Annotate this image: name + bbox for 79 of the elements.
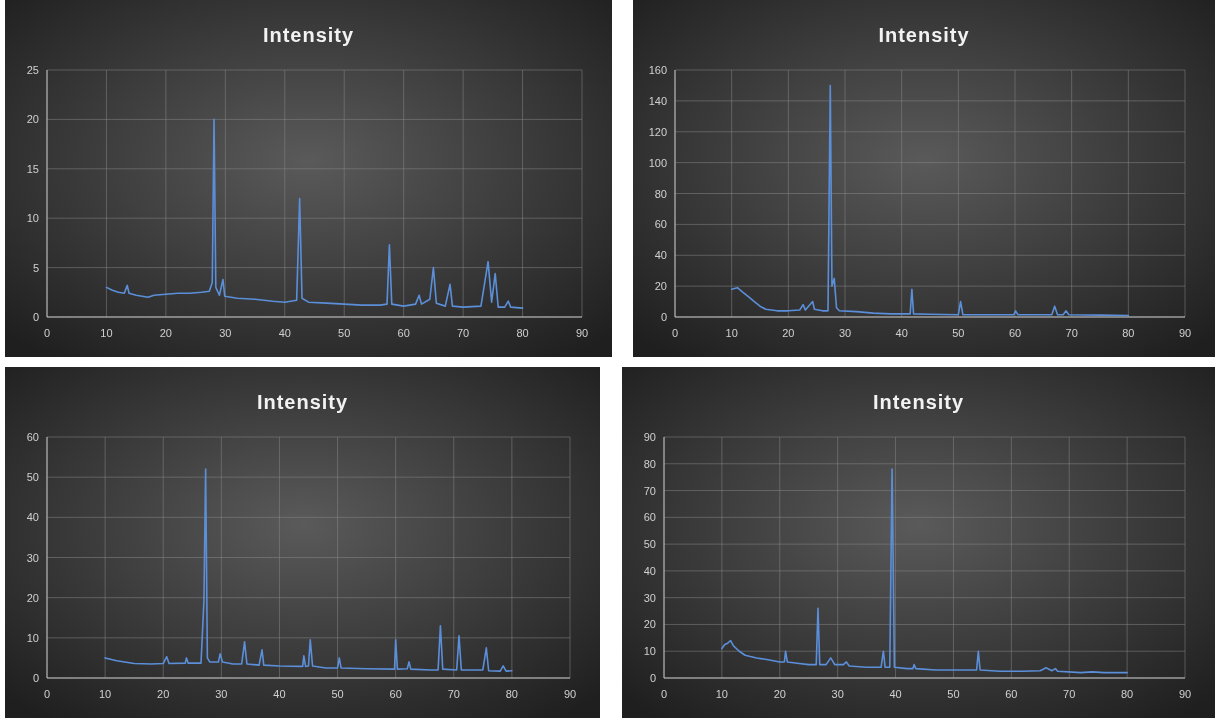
y-tick-label: 20 [26, 113, 39, 126]
y-tick-label: 20 [26, 591, 39, 604]
y-tick-label: 15 [26, 162, 39, 175]
x-tick-label: 0 [671, 327, 679, 339]
x-tick-label: 50 [952, 327, 965, 339]
y-tick-label: 140 [648, 94, 667, 107]
x-tick-label: 20 [157, 688, 170, 700]
chart-title: Intensity [262, 24, 355, 46]
y-tick-label: 0 [660, 311, 667, 323]
y-tick-label: 120 [648, 125, 667, 138]
x-tick-label: 70 [447, 688, 460, 700]
line-series [104, 468, 513, 672]
y-tick-label: 160 [648, 64, 667, 76]
x-tick-label: 30 [838, 327, 852, 339]
x-tick-label: 40 [278, 327, 291, 339]
x-tick-label: 90 [1178, 688, 1192, 700]
x-tick-label: 40 [273, 688, 286, 700]
x-tick-label: 80 [1120, 688, 1134, 700]
x-tick-label: 30 [831, 688, 844, 700]
y-tick-label: 25 [26, 64, 39, 76]
y-tick-label: 10 [26, 631, 39, 644]
y-tick-label: 80 [643, 457, 656, 470]
x-tick-label: 90 [563, 688, 577, 700]
y-tick-label: 40 [654, 249, 667, 262]
x-tick-label: 50 [338, 327, 351, 339]
x-tick-label: 80 [505, 688, 519, 700]
x-tick-label: 40 [889, 688, 902, 700]
y-tick-label: 30 [26, 551, 39, 564]
y-tick-label: 60 [643, 511, 656, 524]
x-tick-label: 10 [725, 327, 738, 339]
y-tick-label: 20 [643, 618, 656, 631]
x-tick-label: 80 [516, 327, 529, 339]
x-tick-label: 10 [100, 327, 113, 339]
y-tick-label: 40 [26, 511, 39, 524]
y-tick-label: 0 [649, 672, 656, 684]
x-tick-label: 10 [715, 688, 729, 700]
x-tick-label: 0 [43, 327, 51, 339]
x-tick-label: 20 [159, 327, 173, 339]
chart-title: Intensity [872, 391, 965, 413]
chart-title: Intensity [878, 24, 970, 46]
x-tick-label: 20 [773, 688, 786, 700]
y-tick-label: 60 [26, 431, 39, 443]
x-tick-label: 50 [947, 688, 960, 700]
x-tick-label: 0 [43, 688, 51, 700]
x-tick-label: 70 [456, 327, 470, 339]
y-tick-label: 10 [643, 645, 656, 658]
y-tick-label: 70 [643, 484, 656, 497]
x-tick-label: 30 [215, 688, 228, 700]
y-tick-label: 80 [654, 187, 667, 200]
line-series [721, 468, 1128, 674]
x-tick-label: 70 [1063, 688, 1076, 700]
x-tick-label: 90 [1178, 327, 1192, 339]
x-tick-label: 70 [1065, 327, 1078, 339]
y-tick-label: 0 [32, 311, 39, 323]
y-tick-label: 0 [32, 672, 39, 684]
y-tick-label: 50 [643, 538, 656, 551]
line-series [730, 84, 1130, 317]
y-tick-label: 10 [26, 212, 39, 225]
x-tick-label: 40 [895, 327, 908, 339]
y-tick-label: 90 [643, 431, 656, 443]
chart-title: Intensity [256, 391, 349, 413]
y-tick-label: 100 [648, 156, 667, 169]
x-tick-label: 20 [782, 327, 795, 339]
y-tick-label: 5 [32, 261, 39, 274]
y-tick-label: 20 [654, 280, 667, 293]
x-tick-label: 80 [1122, 327, 1135, 339]
y-tick-label: 40 [643, 564, 656, 577]
y-tick-label: 60 [654, 218, 667, 231]
x-tick-label: 60 [397, 327, 410, 339]
x-tick-label: 60 [1008, 327, 1022, 339]
x-tick-label: 50 [331, 688, 344, 700]
x-tick-label: 60 [389, 688, 402, 700]
x-tick-label: 10 [98, 688, 112, 700]
x-tick-label: 30 [219, 327, 232, 339]
x-tick-label: 60 [1005, 688, 1018, 700]
y-tick-label: 30 [643, 591, 656, 604]
y-tick-label: 50 [26, 471, 39, 484]
line-series [105, 118, 524, 309]
x-tick-label: 90 [575, 327, 589, 339]
